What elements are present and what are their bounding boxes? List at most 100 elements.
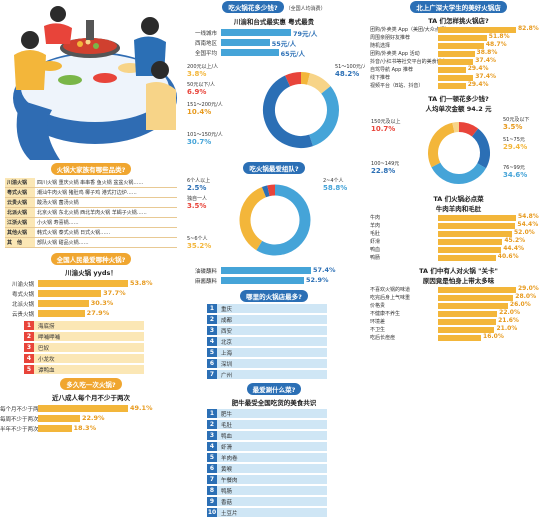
bar [38,280,128,287]
donut-slice [306,73,331,94]
types-key: 粤式火锅 [5,187,35,198]
cities-banner: 哪里的火锅店最多? [240,290,308,302]
rank-strip [217,453,327,462]
donut-value: 3.5% [503,123,522,131]
rank-strip [34,365,144,374]
types-value: 小火锅 寿喜锅…… [35,217,177,228]
types-value: 酸汤火锅 菌汤火锅 [35,197,177,208]
bar-row: 抖音/小红书等社交平台的美食博主 37.4% [370,57,550,66]
types-value: 韩式火锅 泰式火锅 日式火锅…… [35,227,177,238]
bar-value: 51.8% [488,33,510,40]
bar [438,43,484,49]
rank-number: 2 [24,332,34,341]
bar-value: 53.8% [130,279,153,287]
bar [438,295,514,301]
bar-row: 西南地区 55元/人 [183,38,365,48]
bar [38,300,89,307]
bar-row: 每个月不少于两次 49.1% [0,404,182,414]
donut-value: 35.2% [187,242,211,250]
rank-number: 4 [207,442,217,451]
dish3-chart: 牛肉 54.8% 羊肉 54.4% 毛肚 52.0% 虾滑 45.2% 鸭血 44.4% 鸭肠 40.… [367,213,550,262]
bar-label: 不健康不养生 [370,311,401,317]
bar-row: 粤式火锅 37.7% [0,289,182,299]
bar [438,27,516,33]
bar [438,335,482,341]
rank-item: 1 海底捞 [24,321,144,331]
donut-slice [256,184,311,256]
types-banner: 火锅大家族有哪些品类? [50,163,132,175]
bar-label: 不卫生 [370,327,386,333]
rank-text: 呷哺呷哺 [38,335,61,341]
bar-value: 79元/人 [293,30,318,38]
donut-slice [300,72,310,85]
bar [438,231,512,237]
dish3-subtitle: 牛肉羊肉和毛肚 [435,205,482,213]
bar-value: 27.9% [86,309,110,317]
bar [438,255,496,261]
bar-value: 48.7% [485,41,507,48]
price-subtitle: 川渝和台式最实惠 粤式最贵 [233,18,315,26]
bar-value: 65元/人 [280,50,306,58]
rank-text: 毛肚 [221,423,233,429]
rank-strip [217,409,327,418]
types-key: 其他火锅 [5,227,35,238]
rank-text: 鸭肠 [221,489,233,495]
rank-text: 午餐肉 [221,478,238,484]
bar-label: 鸭肠 [370,255,381,261]
bar [438,239,503,245]
bar-value: 38.8% [476,49,498,56]
bar-label: 视频平台（B站、抖音） [370,83,424,89]
bar-value: 55元/人 [271,40,297,48]
rank-text: 西安 [221,329,233,335]
donut-slice [263,75,313,148]
rank-item: 2 呷哺呷哺 [24,332,144,342]
freq-chart: 每个月不少于两次 49.1% 每周不少于两次 22.9% 半年不少于两次 18.3% [0,404,182,434]
donut-slice [458,122,479,137]
bar-label: 吃完后身上气味重 [370,295,411,301]
types-row: 北派火锅 北京火锅 东北火锅 西北羊肉火锅 羊蝎子火锅…… [5,207,177,218]
bar [438,67,466,73]
bar-row: 自驾导航 App 推荐 29.4% [370,65,550,74]
types-row: 粤式火锅 潮汕牛肉火锅 猪肚鸡 椰子鸡 港式打边炉…… [5,187,177,198]
types-row: 云贵火锅 酸汤火锅 菌汤火锅 [5,197,177,208]
care-chart: 不喜欢火锅的味道 29.0% 吃完后身上气味重 28.0% 价格贵 26.0% 不健康不养生… [367,285,550,342]
rank-item: 6 深圳 [207,359,327,369]
bar-value: 21.6% [498,317,519,324]
go-chart: 团购/外卖类 App（美团/大众点评） 82.8% 周围亲朋好友推荐 51.8% 随机选… [367,25,550,90]
rank-strip [217,315,327,324]
bar [221,39,270,46]
bar [438,83,466,89]
donut-label: 5~6个人 [187,236,208,242]
rank-item: 4 北京 [207,337,327,347]
rank-strip [217,370,327,379]
rank-strip [34,332,144,341]
types-key: 川渝火锅 [5,178,35,188]
rank-item: 6 黄喉 [207,464,327,474]
price-banner: 吃火锅花多少钱? [222,1,284,13]
rank-number: 5 [207,453,217,462]
bar-label: 油碟蘸料 [194,269,217,275]
rank-strip [217,337,327,346]
bar-value: 49.1% [130,404,153,412]
donut-label: 76~99元 [503,165,525,171]
bar-value: 52.0% [514,229,535,236]
bar-value: 18.3% [73,424,97,432]
city-ranking: 1 重庆 2 成都 3 西安 4 北京 5 上海 6 深圳 7 广州 [183,304,365,380]
bar-label: 鸭血 [370,247,381,253]
bar-label: 周围亲朋好友推荐 [370,35,411,41]
bar-row: 牛肉 54.8% [370,213,550,222]
bar-label: 价格贵 [370,303,386,309]
rank-strip [34,354,144,363]
rank-text: 巴奴 [38,346,50,352]
rank-strip [217,508,327,517]
bar-value: 22.9% [81,414,105,422]
bar-row: 线下推荐 37.4% [370,73,550,82]
rank-number: 1 [24,321,34,330]
bar-value: 16.0% [483,333,504,340]
spend-donut-chart: 200元以上/人3.8% 151～200元/人10.4% 101～150元/人30.… [187,63,368,148]
rank-strip [217,464,327,473]
bar-row: 视频平台（B站、抖音） 29.4% [370,81,550,90]
rank-item: 4 小龙坎 [24,354,144,364]
donut-value: 48.2% [335,70,359,78]
donut-value: 3.5% [187,202,206,210]
